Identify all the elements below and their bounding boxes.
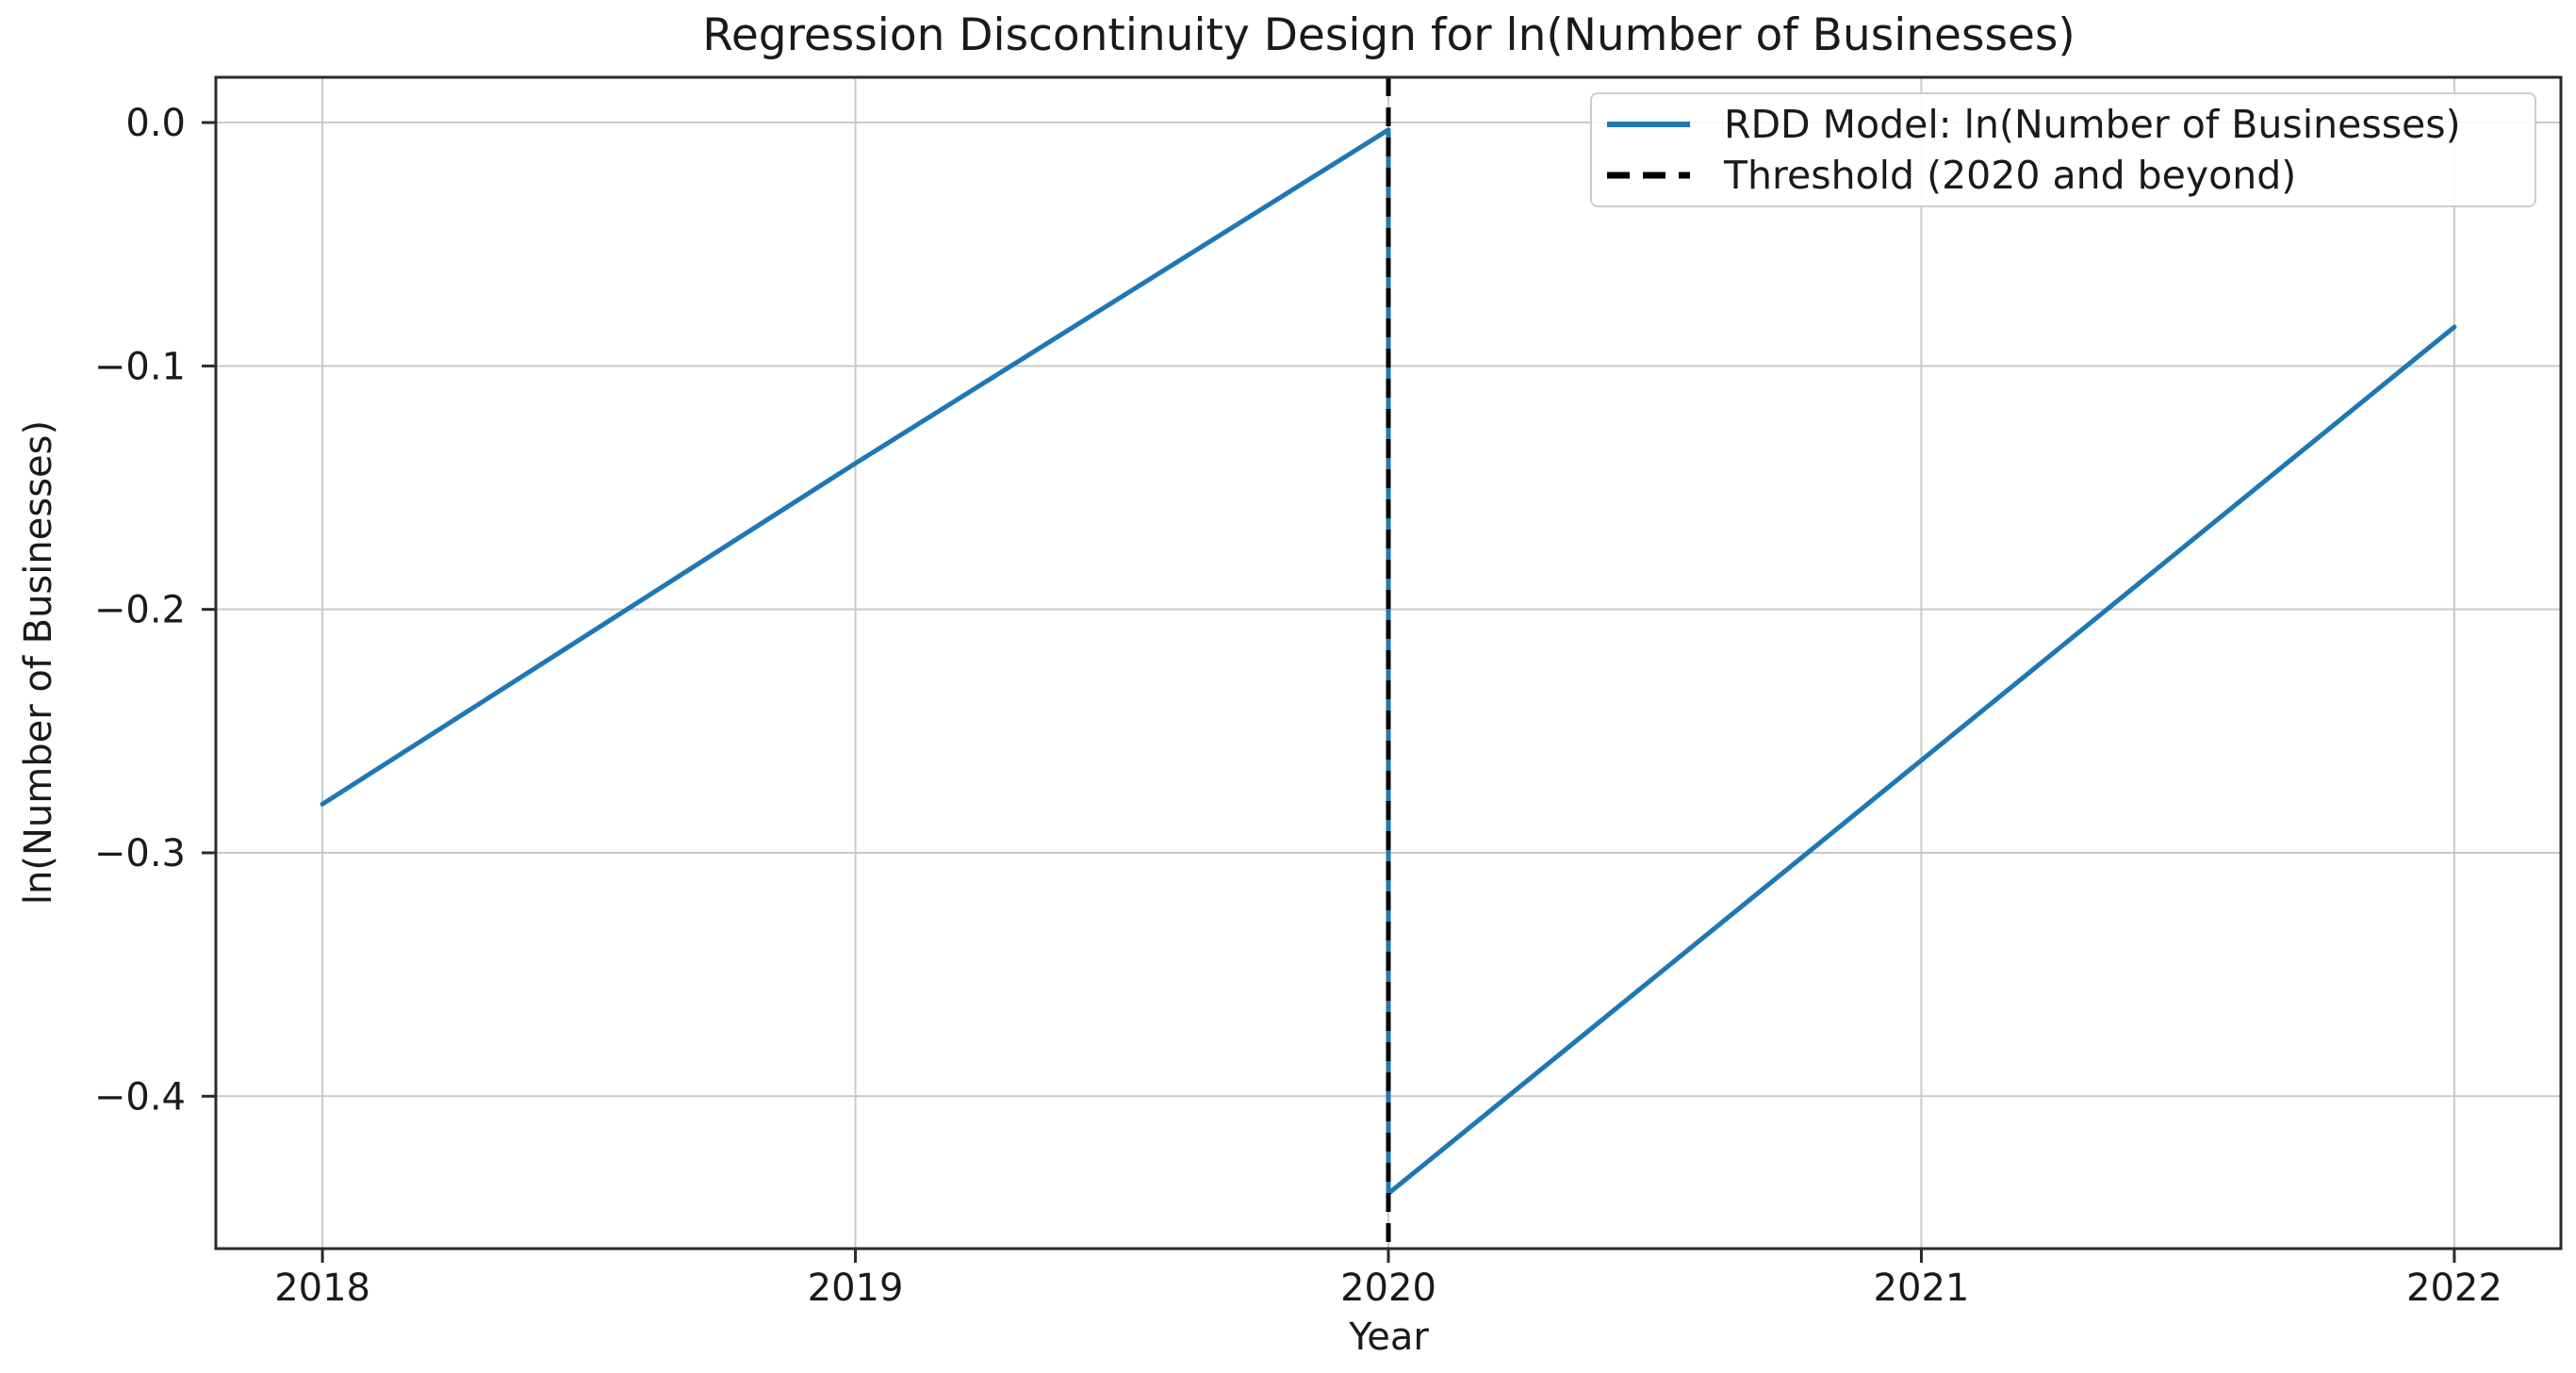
x-tick-label: 2022 — [2406, 1267, 2502, 1310]
x-tick-label: 2021 — [1874, 1267, 1970, 1310]
x-tick-label: 2020 — [1340, 1267, 1436, 1310]
legend-label-threshold: Threshold (2020 and beyond) — [1724, 153, 2297, 198]
legend-item-rdd-model: RDD Model: ln(Number of Businesses) — [1605, 102, 2521, 147]
x-tick-label: 2019 — [808, 1267, 904, 1310]
x-axis-label: Year — [1349, 1316, 1429, 1359]
x-tick-label: 2018 — [274, 1267, 370, 1310]
y-tick-label: −0.3 — [94, 832, 186, 875]
legend: RDD Model: ln(Number of Businesses) Thre… — [1590, 92, 2536, 207]
legend-label-rdd-model: RDD Model: ln(Number of Businesses) — [1724, 102, 2461, 147]
y-axis-label: ln(Number of Businesses) — [17, 419, 60, 906]
legend-item-threshold: Threshold (2020 and beyond) — [1605, 153, 2521, 198]
y-tick-label: −0.1 — [94, 345, 186, 388]
chart-title: Regression Discontinuity Design for ln(N… — [702, 9, 2076, 61]
y-tick-label: 0.0 — [125, 102, 186, 145]
solid-line-sample-icon — [1607, 122, 1690, 127]
dashed-line-sample-icon — [1607, 172, 1690, 179]
y-tick-label: −0.2 — [94, 589, 186, 632]
y-tick-label: −0.4 — [94, 1075, 186, 1119]
